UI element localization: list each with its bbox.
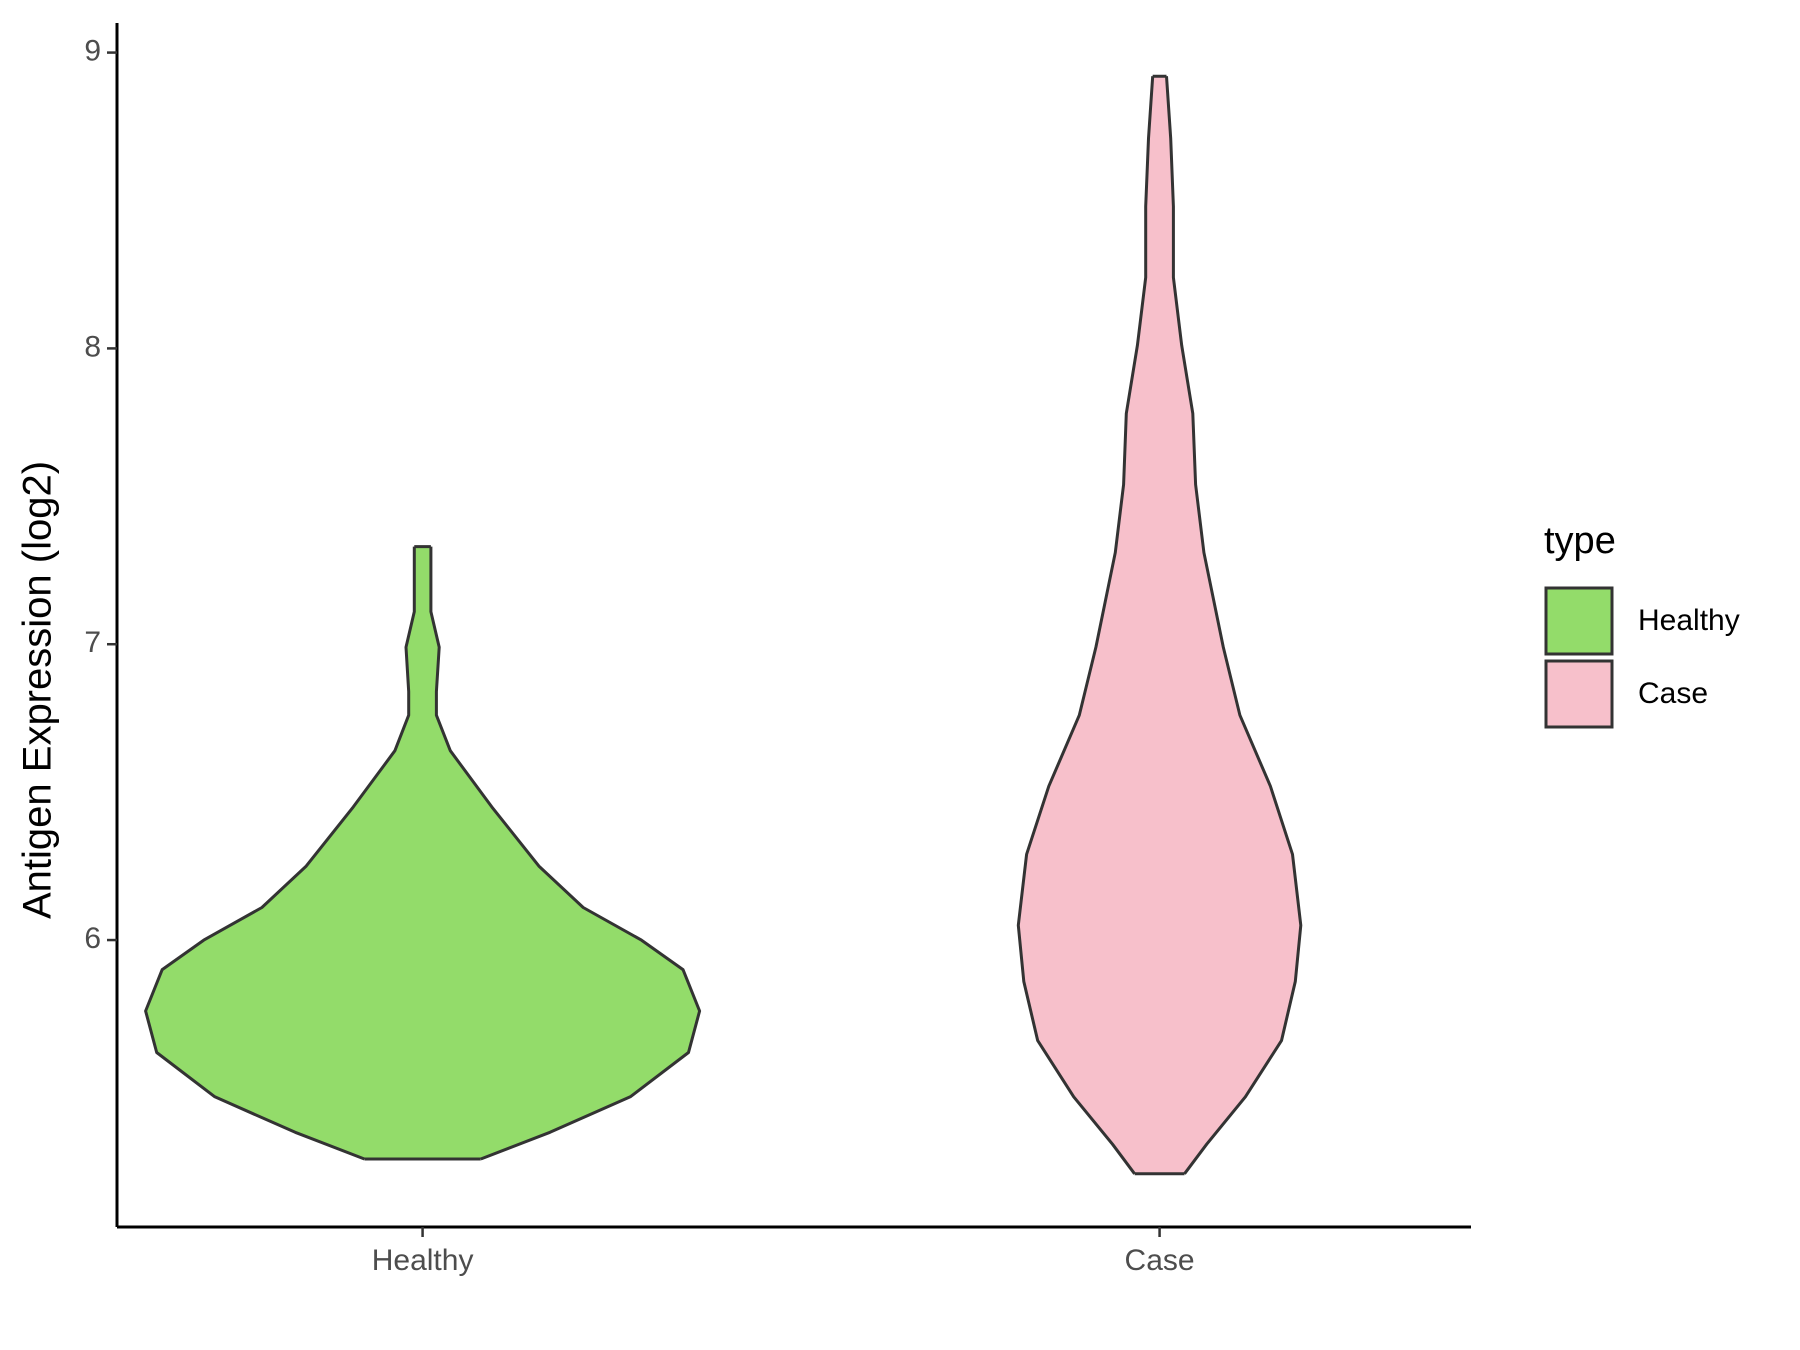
legend-label: Case bbox=[1638, 677, 1708, 710]
violin-right bbox=[1165, 76, 1303, 1175]
legend-title: type bbox=[1544, 520, 1616, 562]
y-tick-label: 6 bbox=[84, 922, 101, 955]
y-axis-title: Antigen Expression (log2) bbox=[16, 461, 60, 919]
legend-label: Healthy bbox=[1638, 604, 1740, 637]
x-tick-label: Case bbox=[1125, 1244, 1195, 1277]
legend-key bbox=[1544, 659, 1614, 729]
violin-left bbox=[144, 546, 416, 1161]
violin-fill bbox=[1018, 76, 1301, 1174]
y-tick-label: 8 bbox=[84, 330, 101, 363]
x-tick-label: Healthy bbox=[372, 1244, 474, 1277]
violin-left bbox=[1016, 76, 1155, 1175]
y-tick-label: 9 bbox=[84, 35, 101, 68]
violin-fill bbox=[145, 546, 700, 1159]
legend-key bbox=[1544, 586, 1614, 656]
violin-right bbox=[429, 546, 702, 1161]
y-tick-label: 7 bbox=[84, 626, 101, 659]
